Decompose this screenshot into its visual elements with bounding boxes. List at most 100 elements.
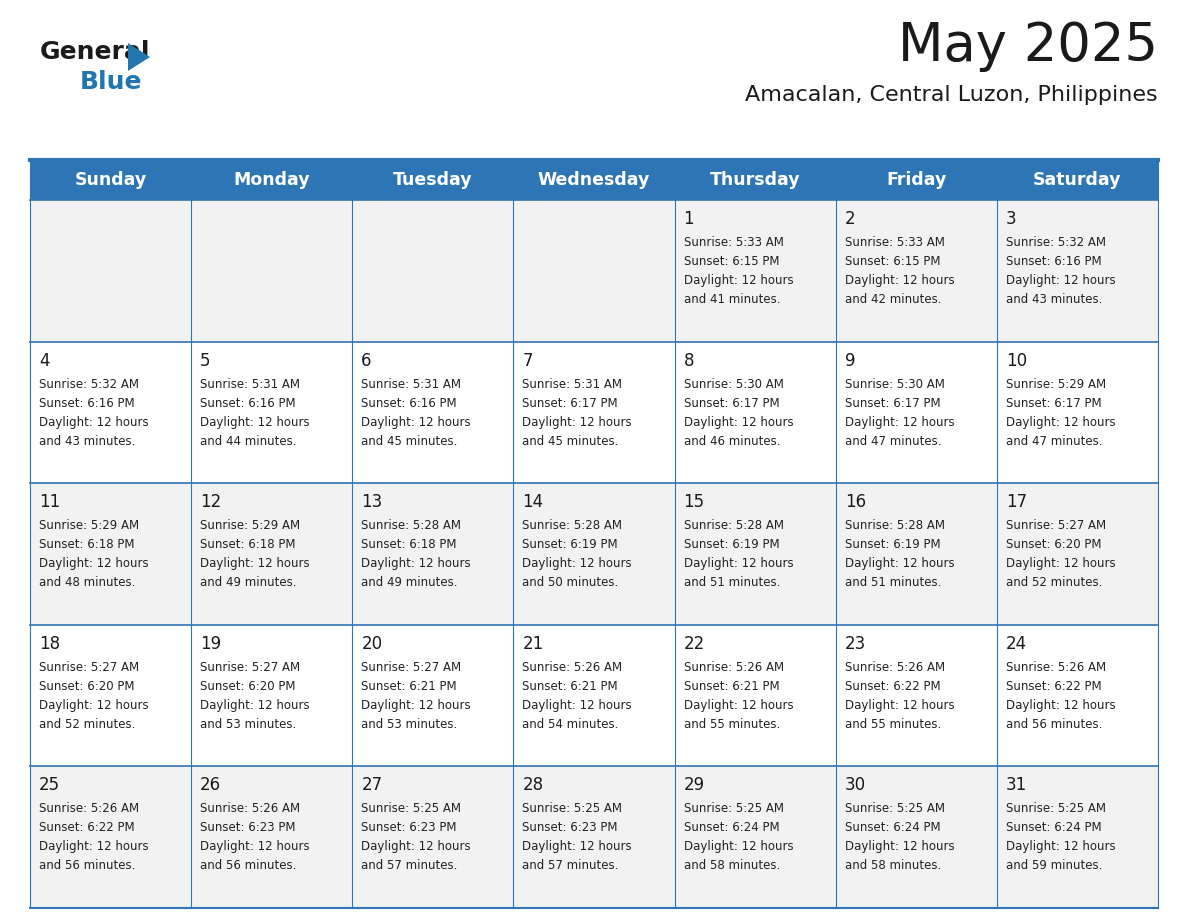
Text: 22: 22	[683, 635, 704, 653]
Text: Daylight: 12 hours: Daylight: 12 hours	[1006, 557, 1116, 570]
Text: Sunset: 6:18 PM: Sunset: 6:18 PM	[39, 538, 134, 551]
Bar	[675, 200, 835, 341]
Text: Sunrise: 5:25 AM: Sunrise: 5:25 AM	[683, 802, 784, 815]
Bar	[997, 341, 1158, 483]
Text: and 51 minutes.: and 51 minutes.	[845, 577, 941, 589]
Text: Sunrise: 5:33 AM: Sunrise: 5:33 AM	[683, 236, 783, 249]
Text: 26: 26	[200, 777, 221, 794]
Text: Sunset: 6:20 PM: Sunset: 6:20 PM	[200, 680, 296, 693]
Text: Daylight: 12 hours: Daylight: 12 hours	[523, 416, 632, 429]
Text: and 49 minutes.: and 49 minutes.	[200, 577, 297, 589]
Bar	[835, 341, 997, 483]
Text: and 58 minutes.: and 58 minutes.	[845, 859, 941, 872]
Text: Sunrise: 5:27 AM: Sunrise: 5:27 AM	[39, 661, 139, 674]
Text: Sunrise: 5:26 AM: Sunrise: 5:26 AM	[39, 802, 139, 815]
Bar	[353, 625, 513, 767]
Text: Wednesday: Wednesday	[538, 171, 650, 189]
Text: Sunrise: 5:27 AM: Sunrise: 5:27 AM	[361, 661, 461, 674]
Text: Sunset: 6:19 PM: Sunset: 6:19 PM	[523, 538, 618, 551]
Text: Sunrise: 5:32 AM: Sunrise: 5:32 AM	[39, 377, 139, 390]
Text: 15: 15	[683, 493, 704, 511]
Text: Sunset: 6:17 PM: Sunset: 6:17 PM	[1006, 397, 1101, 409]
Text: Sunset: 6:15 PM: Sunset: 6:15 PM	[845, 255, 940, 268]
Text: Sunset: 6:23 PM: Sunset: 6:23 PM	[523, 822, 618, 834]
Bar	[353, 200, 513, 341]
Text: 17: 17	[1006, 493, 1026, 511]
Text: Sunrise: 5:29 AM: Sunrise: 5:29 AM	[39, 520, 139, 532]
Text: 29: 29	[683, 777, 704, 794]
Text: Sunset: 6:21 PM: Sunset: 6:21 PM	[523, 680, 618, 693]
Text: and 58 minutes.: and 58 minutes.	[683, 859, 779, 872]
Bar	[997, 767, 1158, 908]
Text: and 57 minutes.: and 57 minutes.	[523, 859, 619, 872]
Text: 11: 11	[39, 493, 61, 511]
Text: Sunset: 6:18 PM: Sunset: 6:18 PM	[361, 538, 456, 551]
Bar	[513, 483, 675, 625]
Bar	[30, 200, 191, 341]
Text: Thursday: Thursday	[710, 171, 801, 189]
Bar	[191, 341, 353, 483]
Text: General: General	[40, 40, 151, 64]
Text: 10: 10	[1006, 352, 1026, 370]
Text: Daylight: 12 hours: Daylight: 12 hours	[845, 699, 954, 711]
Text: 7: 7	[523, 352, 533, 370]
Text: and 52 minutes.: and 52 minutes.	[39, 718, 135, 731]
Text: 5: 5	[200, 352, 210, 370]
Text: Friday: Friday	[886, 171, 947, 189]
Text: 23: 23	[845, 635, 866, 653]
Text: Sunrise: 5:26 AM: Sunrise: 5:26 AM	[845, 661, 944, 674]
Bar	[30, 625, 191, 767]
Text: Tuesday: Tuesday	[393, 171, 473, 189]
Bar	[513, 200, 675, 341]
Text: Sunrise: 5:26 AM: Sunrise: 5:26 AM	[200, 802, 301, 815]
Text: 28: 28	[523, 777, 544, 794]
Text: Daylight: 12 hours: Daylight: 12 hours	[845, 274, 954, 287]
Text: and 56 minutes.: and 56 minutes.	[39, 859, 135, 872]
Bar	[513, 341, 675, 483]
Text: Daylight: 12 hours: Daylight: 12 hours	[1006, 274, 1116, 287]
Text: Sunrise: 5:33 AM: Sunrise: 5:33 AM	[845, 236, 944, 249]
Text: Sunrise: 5:26 AM: Sunrise: 5:26 AM	[683, 661, 784, 674]
Bar	[30, 341, 191, 483]
Bar	[835, 767, 997, 908]
Bar	[997, 200, 1158, 341]
Text: and 41 minutes.: and 41 minutes.	[683, 293, 781, 306]
Bar	[353, 341, 513, 483]
Text: Sunset: 6:23 PM: Sunset: 6:23 PM	[361, 822, 456, 834]
Text: and 55 minutes.: and 55 minutes.	[845, 718, 941, 731]
Text: Sunrise: 5:29 AM: Sunrise: 5:29 AM	[200, 520, 301, 532]
Text: Daylight: 12 hours: Daylight: 12 hours	[683, 699, 794, 711]
Text: and 50 minutes.: and 50 minutes.	[523, 577, 619, 589]
Text: Daylight: 12 hours: Daylight: 12 hours	[361, 416, 470, 429]
Text: Daylight: 12 hours: Daylight: 12 hours	[845, 416, 954, 429]
Text: Daylight: 12 hours: Daylight: 12 hours	[39, 416, 148, 429]
Text: Daylight: 12 hours: Daylight: 12 hours	[361, 840, 470, 854]
Text: Sunset: 6:21 PM: Sunset: 6:21 PM	[683, 680, 779, 693]
Bar	[191, 767, 353, 908]
Text: Sunrise: 5:25 AM: Sunrise: 5:25 AM	[1006, 802, 1106, 815]
Text: 19: 19	[200, 635, 221, 653]
Text: Daylight: 12 hours: Daylight: 12 hours	[683, 557, 794, 570]
Text: Amacalan, Central Luzon, Philippines: Amacalan, Central Luzon, Philippines	[745, 85, 1158, 105]
Text: 25: 25	[39, 777, 61, 794]
Text: 4: 4	[39, 352, 50, 370]
Text: 16: 16	[845, 493, 866, 511]
Text: 2: 2	[845, 210, 855, 228]
Text: Sunrise: 5:28 AM: Sunrise: 5:28 AM	[845, 520, 944, 532]
Text: 20: 20	[361, 635, 383, 653]
Text: 12: 12	[200, 493, 221, 511]
Text: Sunset: 6:20 PM: Sunset: 6:20 PM	[1006, 538, 1101, 551]
Text: Sunrise: 5:25 AM: Sunrise: 5:25 AM	[361, 802, 461, 815]
Text: 18: 18	[39, 635, 61, 653]
Text: 31: 31	[1006, 777, 1028, 794]
Text: 9: 9	[845, 352, 855, 370]
Text: and 56 minutes.: and 56 minutes.	[200, 859, 297, 872]
Text: 13: 13	[361, 493, 383, 511]
Bar	[191, 200, 353, 341]
Text: Sunset: 6:22 PM: Sunset: 6:22 PM	[39, 822, 134, 834]
Text: Daylight: 12 hours: Daylight: 12 hours	[39, 699, 148, 711]
Text: 24: 24	[1006, 635, 1026, 653]
Text: Sunset: 6:22 PM: Sunset: 6:22 PM	[845, 680, 941, 693]
Text: Daylight: 12 hours: Daylight: 12 hours	[523, 699, 632, 711]
Text: and 54 minutes.: and 54 minutes.	[523, 718, 619, 731]
